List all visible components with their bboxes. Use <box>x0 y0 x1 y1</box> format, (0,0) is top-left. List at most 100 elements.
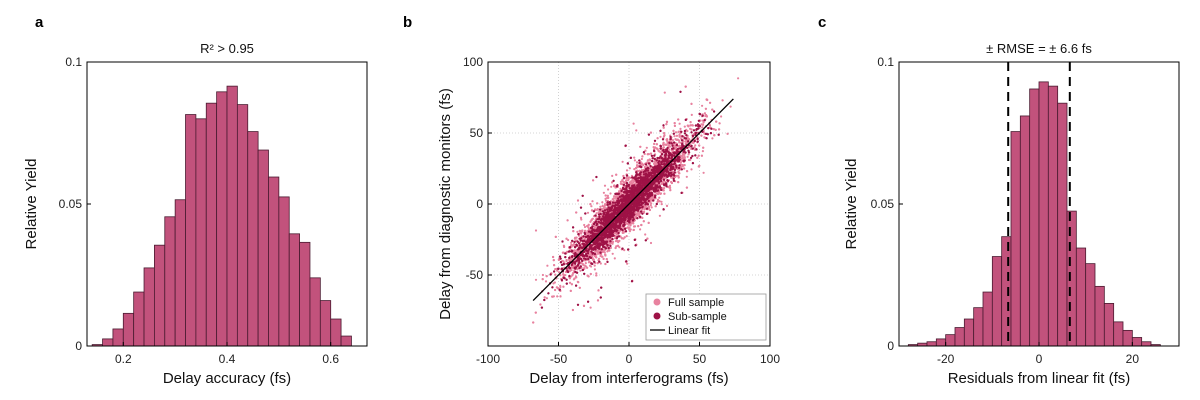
full-sample-point <box>721 99 724 102</box>
full-sample-point <box>579 269 582 272</box>
full-sample-point <box>570 241 573 244</box>
full-sample-point <box>656 137 659 140</box>
full-sample-point <box>618 246 621 249</box>
full-sample-point <box>604 254 607 257</box>
full-sample-point <box>583 225 587 229</box>
full-sample-point <box>643 208 646 211</box>
full-sample-point <box>649 204 652 207</box>
full-sample-point <box>645 146 648 149</box>
full-sample-point <box>649 241 653 245</box>
full-sample-point <box>698 144 701 147</box>
full-sample-point <box>623 236 626 239</box>
full-sample-point <box>700 134 703 137</box>
full-sample-point <box>582 259 586 262</box>
full-sample-point <box>609 242 612 245</box>
full-sample-point <box>663 132 666 135</box>
full-sample-point <box>626 262 629 265</box>
full-sample-point <box>677 118 680 121</box>
full-sample-point <box>633 225 636 228</box>
full-sample-point <box>662 126 665 129</box>
panel-a-histogram-bar <box>226 85 238 347</box>
full-sample-point <box>636 164 639 167</box>
full-sample-point <box>588 264 592 267</box>
full-sample-point <box>579 230 582 233</box>
full-sample-point <box>599 262 602 265</box>
full-sample-point <box>665 204 669 207</box>
panel-b-label: b <box>403 14 412 31</box>
panel-a-histogram-bar <box>205 102 218 347</box>
panel-a-ytick-label: 0.1 <box>65 55 82 69</box>
full-sample-point <box>689 127 692 130</box>
full-sample-point <box>591 217 594 220</box>
full-sample-point <box>558 271 561 274</box>
panel-a-histogram-bar <box>154 244 166 347</box>
panel-a-histogram-bar <box>309 277 321 347</box>
full-sample-point <box>571 308 575 312</box>
full-sample-point <box>650 206 653 209</box>
full-sample-point <box>541 273 545 277</box>
full-sample-point <box>635 166 638 170</box>
full-sample-point <box>686 129 689 133</box>
full-sample-point <box>658 200 661 203</box>
panel-a-histogram-bar <box>268 176 280 347</box>
full-sample-point <box>663 192 666 195</box>
full-sample-point <box>595 272 598 275</box>
full-sample-point <box>685 186 689 189</box>
full-sample-point <box>623 249 626 252</box>
full-sample-point <box>596 299 600 302</box>
full-sample-point <box>709 101 712 104</box>
full-sample-point <box>636 161 639 164</box>
full-sample-point <box>654 205 657 208</box>
panel-a-histogram-bar <box>102 338 114 347</box>
full-sample-point <box>658 150 661 153</box>
full-sample-point <box>602 257 605 260</box>
full-sample-point <box>586 266 589 269</box>
full-sample-point <box>660 200 663 203</box>
full-sample-point <box>627 223 630 226</box>
full-sample-point <box>607 196 610 199</box>
full-sample-point <box>683 156 686 159</box>
full-sample-point <box>545 297 549 300</box>
full-sample-point <box>708 124 712 127</box>
full-sample-point <box>625 169 629 172</box>
full-sample-point <box>701 104 704 107</box>
full-sample-point <box>584 262 587 265</box>
full-sample-point <box>649 152 653 155</box>
full-sample-point <box>655 143 659 146</box>
full-sample-point <box>685 175 688 178</box>
full-sample-point <box>602 248 605 251</box>
full-sample-point <box>642 210 646 213</box>
full-sample-point <box>647 221 650 224</box>
full-sample-point <box>541 278 544 281</box>
full-sample-point <box>556 295 559 298</box>
full-sample-point <box>690 102 693 105</box>
full-sample-point <box>644 233 647 236</box>
panel-a-histogram-bar <box>185 114 197 347</box>
full-sample-point <box>554 235 557 238</box>
full-sample-point <box>686 138 689 141</box>
full-sample-point <box>625 179 628 182</box>
full-sample-point <box>656 200 659 203</box>
full-sample-point <box>629 176 632 179</box>
full-sample-point <box>594 208 598 211</box>
full-sample-point <box>545 275 548 278</box>
full-sample-point <box>588 253 591 257</box>
panel-a-histogram-bar <box>216 91 228 347</box>
full-sample-point <box>642 220 645 223</box>
full-sample-point <box>659 135 662 138</box>
full-sample-point <box>581 230 584 233</box>
full-sample-point <box>618 228 621 231</box>
full-sample-point <box>681 163 684 167</box>
full-sample-point <box>604 199 608 202</box>
full-sample-point <box>656 198 660 201</box>
full-sample-point <box>673 135 676 138</box>
panel-b-points <box>532 77 740 324</box>
full-sample-point <box>737 77 740 80</box>
full-sample-point <box>619 182 623 185</box>
full-sample-point <box>613 257 616 260</box>
full-sample-point <box>671 139 675 142</box>
full-sample-point <box>666 141 669 144</box>
panel-a-xtick-label: 0.6 <box>322 352 339 366</box>
full-sample-point <box>615 173 618 176</box>
